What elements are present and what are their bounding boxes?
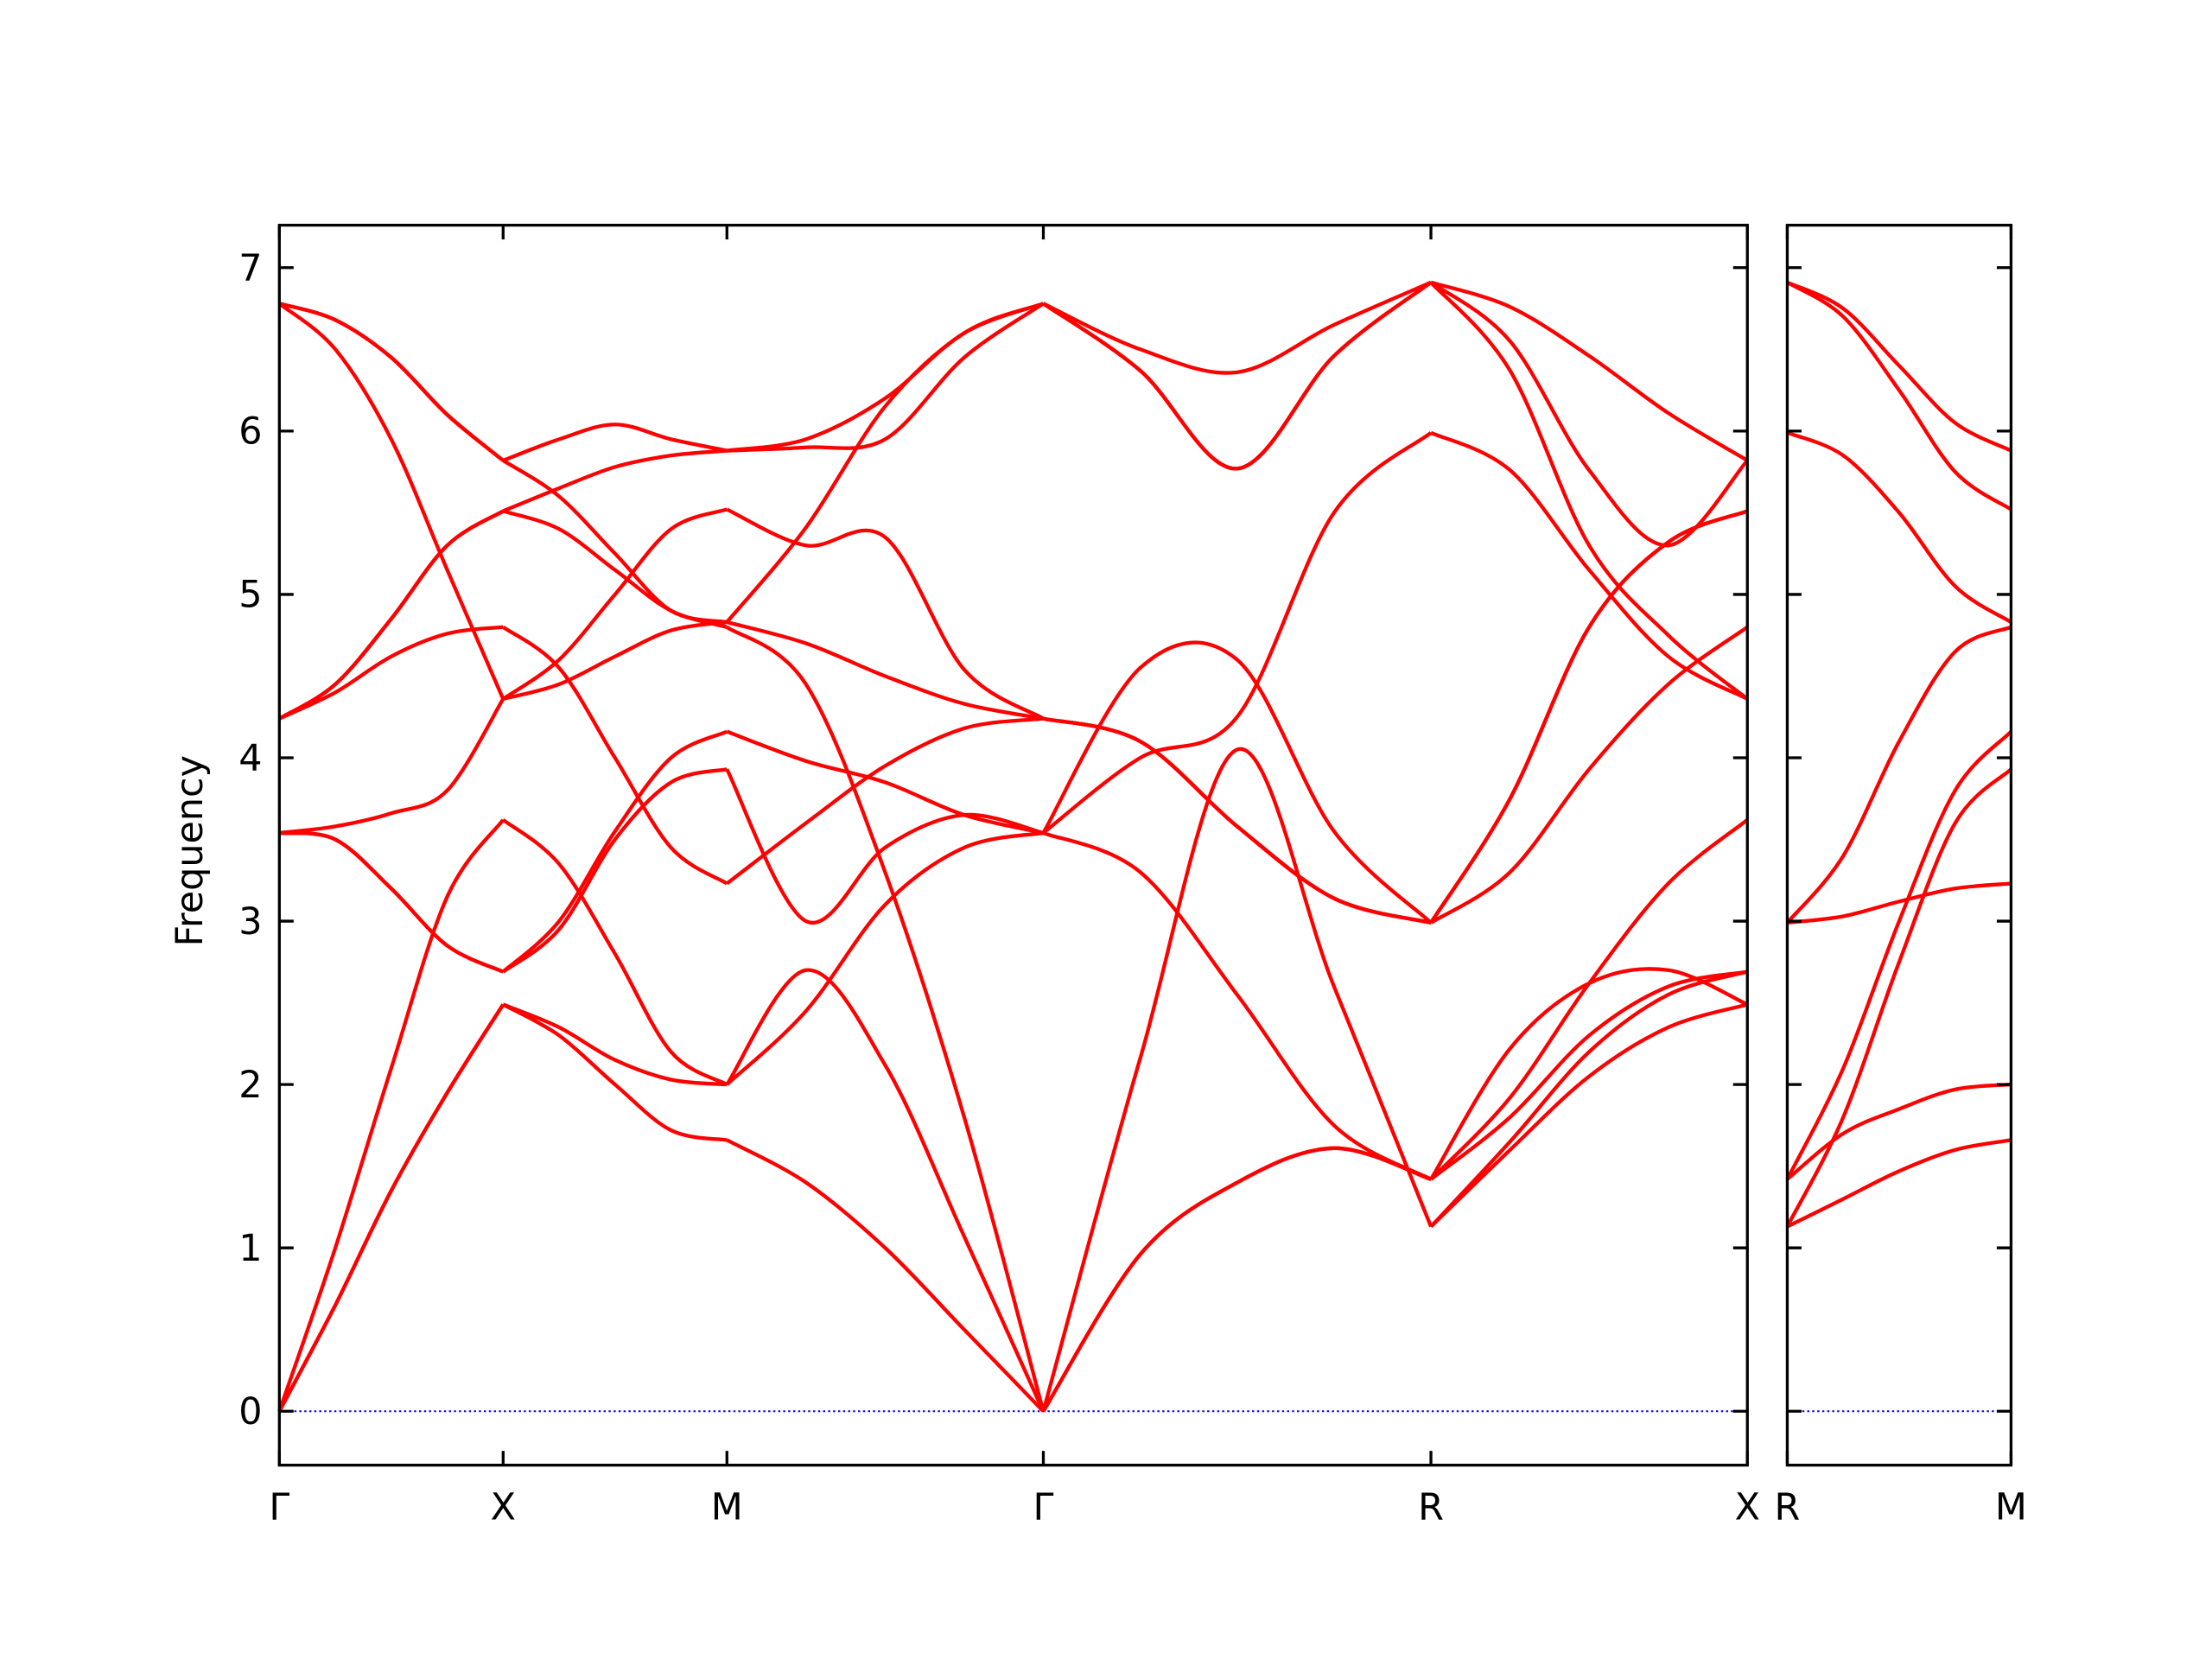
band-line	[1429, 1002, 1748, 1229]
band-line	[1429, 967, 1749, 1180]
band-line	[501, 767, 728, 974]
y-axis-label: Frequency	[168, 755, 212, 947]
band-line	[278, 625, 504, 721]
y-tick-label: 5	[238, 574, 262, 617]
kpoint-label: Γ	[269, 1485, 289, 1529]
kpoint-label: X	[491, 1485, 516, 1529]
main-band-panel: 0 1 2 3 4 5 6 7 Γ X M Γ R X	[238, 223, 1760, 1529]
band-line	[727, 302, 1045, 453]
band-line	[726, 1138, 1045, 1413]
band-line	[279, 830, 505, 974]
band-line	[1041, 1146, 1432, 1413]
band-line	[502, 1002, 728, 1087]
band-line	[501, 729, 728, 974]
band-line	[1430, 430, 1749, 701]
band-line	[1786, 280, 2012, 453]
band-line	[1786, 430, 2012, 624]
band-line	[1042, 716, 1432, 925]
band-line	[502, 423, 728, 462]
band-line	[725, 716, 1044, 886]
band-line	[1786, 1082, 2012, 1181]
band-line	[725, 768, 1044, 925]
band-line	[725, 830, 1044, 1086]
band-line	[1041, 640, 1433, 925]
band-line	[1041, 747, 1433, 1412]
kpoint-label: X	[1735, 1485, 1760, 1529]
band-line	[726, 302, 1045, 453]
band-line	[502, 507, 728, 701]
band-line	[278, 509, 505, 721]
band-line	[502, 448, 728, 513]
band-line	[502, 459, 728, 625]
band-line	[1429, 969, 1748, 1229]
band-line	[278, 302, 505, 462]
kpoint-label: R	[1775, 1485, 1801, 1529]
y-tick-label: 3	[238, 900, 262, 944]
kpoint-label: M	[711, 1485, 743, 1529]
band-line	[1429, 626, 1749, 925]
band-line	[1785, 730, 2012, 1180]
band-line	[502, 626, 728, 886]
band-line	[726, 507, 1045, 721]
band-line	[726, 620, 1044, 721]
band-line	[1429, 969, 1748, 1181]
band-line	[1429, 509, 1749, 925]
band-line	[1042, 281, 1433, 471]
band-line	[1429, 281, 1749, 701]
plot-frame	[1785, 223, 2013, 1467]
y-tick-label: 1	[238, 1227, 262, 1270]
kpoint-label: Γ	[1033, 1485, 1054, 1529]
y-tick-label: 4	[238, 737, 262, 780]
band-line	[277, 818, 505, 1413]
band-line	[279, 697, 505, 836]
band-line	[502, 620, 728, 701]
band-line	[502, 1002, 728, 1142]
band-line	[1430, 280, 1749, 462]
y-tick-label: 2	[238, 1064, 262, 1107]
band-line	[1786, 280, 2012, 512]
band-line	[277, 302, 505, 700]
band-line	[501, 818, 728, 1087]
band-line	[1785, 767, 2012, 1228]
band-line	[1042, 431, 1433, 835]
band-line	[1785, 625, 2012, 925]
band-line	[1042, 830, 1433, 1181]
band-line	[1787, 881, 2012, 925]
band-line	[277, 1003, 505, 1413]
band-line	[1042, 280, 1432, 375]
band-line	[1786, 1138, 2012, 1229]
kpoint-label: M	[1995, 1485, 2027, 1529]
y-tick-label: 7	[238, 247, 262, 290]
band-line	[725, 625, 1046, 1412]
y-tick-label: 6	[238, 410, 262, 454]
band-line	[726, 729, 1044, 836]
band-line	[725, 968, 1046, 1413]
y-tick-label: 0	[238, 1390, 262, 1433]
plot-frame	[277, 223, 1749, 1467]
kpoint-label: R	[1418, 1485, 1444, 1529]
